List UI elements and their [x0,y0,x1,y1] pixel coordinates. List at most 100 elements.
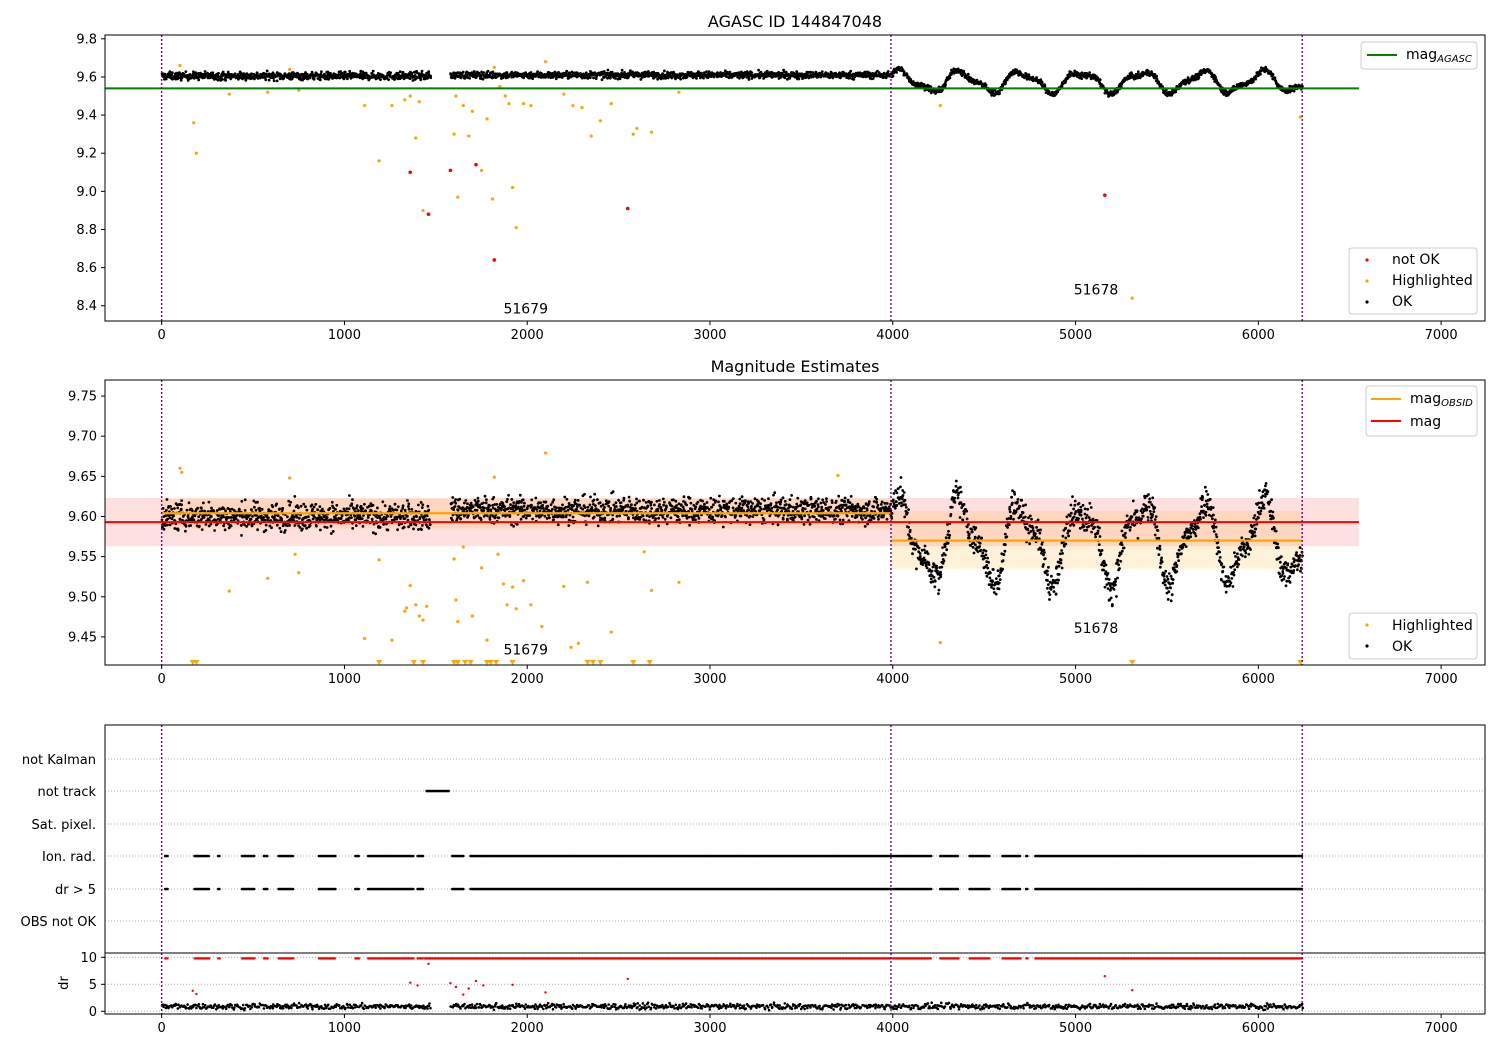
ok-point [166,523,169,527]
ok-point [401,506,405,510]
ok-point [429,76,433,80]
ok-point [717,500,720,504]
ok-point [660,509,664,513]
ok-point [335,503,339,507]
ok-point [218,507,222,511]
ok-point [728,70,732,74]
ok-point [408,77,412,80]
ok-point [255,514,258,517]
ok-point [297,506,300,510]
ok-point [596,498,599,501]
ok-point [895,71,898,74]
ok-point [228,507,232,511]
ok-point [464,499,468,502]
ok-point [346,77,349,81]
ok-point [658,503,661,506]
ok-point [412,527,415,531]
ok-point [281,508,284,512]
ok-point [966,72,970,76]
ok-point [592,515,596,519]
ok-point [234,517,238,520]
ok-point [374,532,377,536]
ok-point [456,508,460,512]
ok-point [665,505,668,509]
ok-point [592,76,595,80]
ok-point [379,78,382,81]
ok-point [760,497,764,501]
ok-point [812,515,816,519]
ok-point [614,77,617,80]
ok-point [222,515,225,519]
ok-point [224,509,228,513]
ok-point [677,518,681,521]
ok-point [329,524,333,528]
ok-point [740,506,744,510]
ok-point [757,68,760,72]
ok-point [421,524,424,527]
ok-point [615,505,618,508]
ok-point [406,518,410,522]
ok-point [191,509,194,513]
ok-point [352,507,356,511]
ok-point [203,70,207,73]
ok-point [229,524,233,528]
ok-point [776,508,779,512]
ok-point [351,71,354,75]
ok-point [713,500,717,504]
ok-point [298,526,302,529]
ok-point [420,506,424,510]
ok-point [244,78,248,82]
ok-point [162,527,166,531]
ok-point [834,517,837,521]
ok-point [476,499,480,503]
ok-point [209,522,213,526]
ok-point [521,498,525,502]
ok-point [372,522,376,526]
ok-point [371,503,375,507]
ok-point [169,505,172,508]
ok-point [417,528,420,531]
ok-point [354,524,358,527]
ok-point [200,506,203,510]
ok-point [407,502,411,506]
ok-point [179,78,183,82]
ok-point [389,515,393,518]
ok-point [661,516,665,519]
highlighted-point [192,121,196,125]
ok-point [278,507,281,511]
ok-point [821,498,825,502]
ok-point [662,503,665,507]
ok-point [802,523,806,526]
ok-point [176,528,180,532]
ok-point [385,75,389,79]
y-tick-label: 9.0 [76,185,97,200]
ok-point [396,505,400,509]
ok-point [264,78,268,82]
ok-point [584,523,588,526]
ok-point [829,505,833,509]
ok-point [510,498,514,501]
ok-point [709,496,713,500]
ok-point [679,77,682,81]
ok-point [420,528,423,531]
ok-point [472,70,476,73]
not-ok-point [448,168,453,173]
ok-point [544,500,548,504]
ok-point [499,508,503,512]
highlighted-point [598,119,602,123]
ok-point [779,498,783,502]
ok-point [185,508,189,512]
ok-point [597,509,601,513]
ok-point [461,70,465,74]
ok-point [165,498,169,501]
ok-point [420,69,424,73]
ok-point [573,498,577,502]
ok-point [425,518,428,521]
ok-point [674,499,678,503]
ok-point [1271,73,1275,76]
ok-point [751,515,755,518]
ok-point [305,526,308,530]
ok-point [681,505,685,509]
ok-point [948,76,952,80]
ok-point [541,506,545,510]
